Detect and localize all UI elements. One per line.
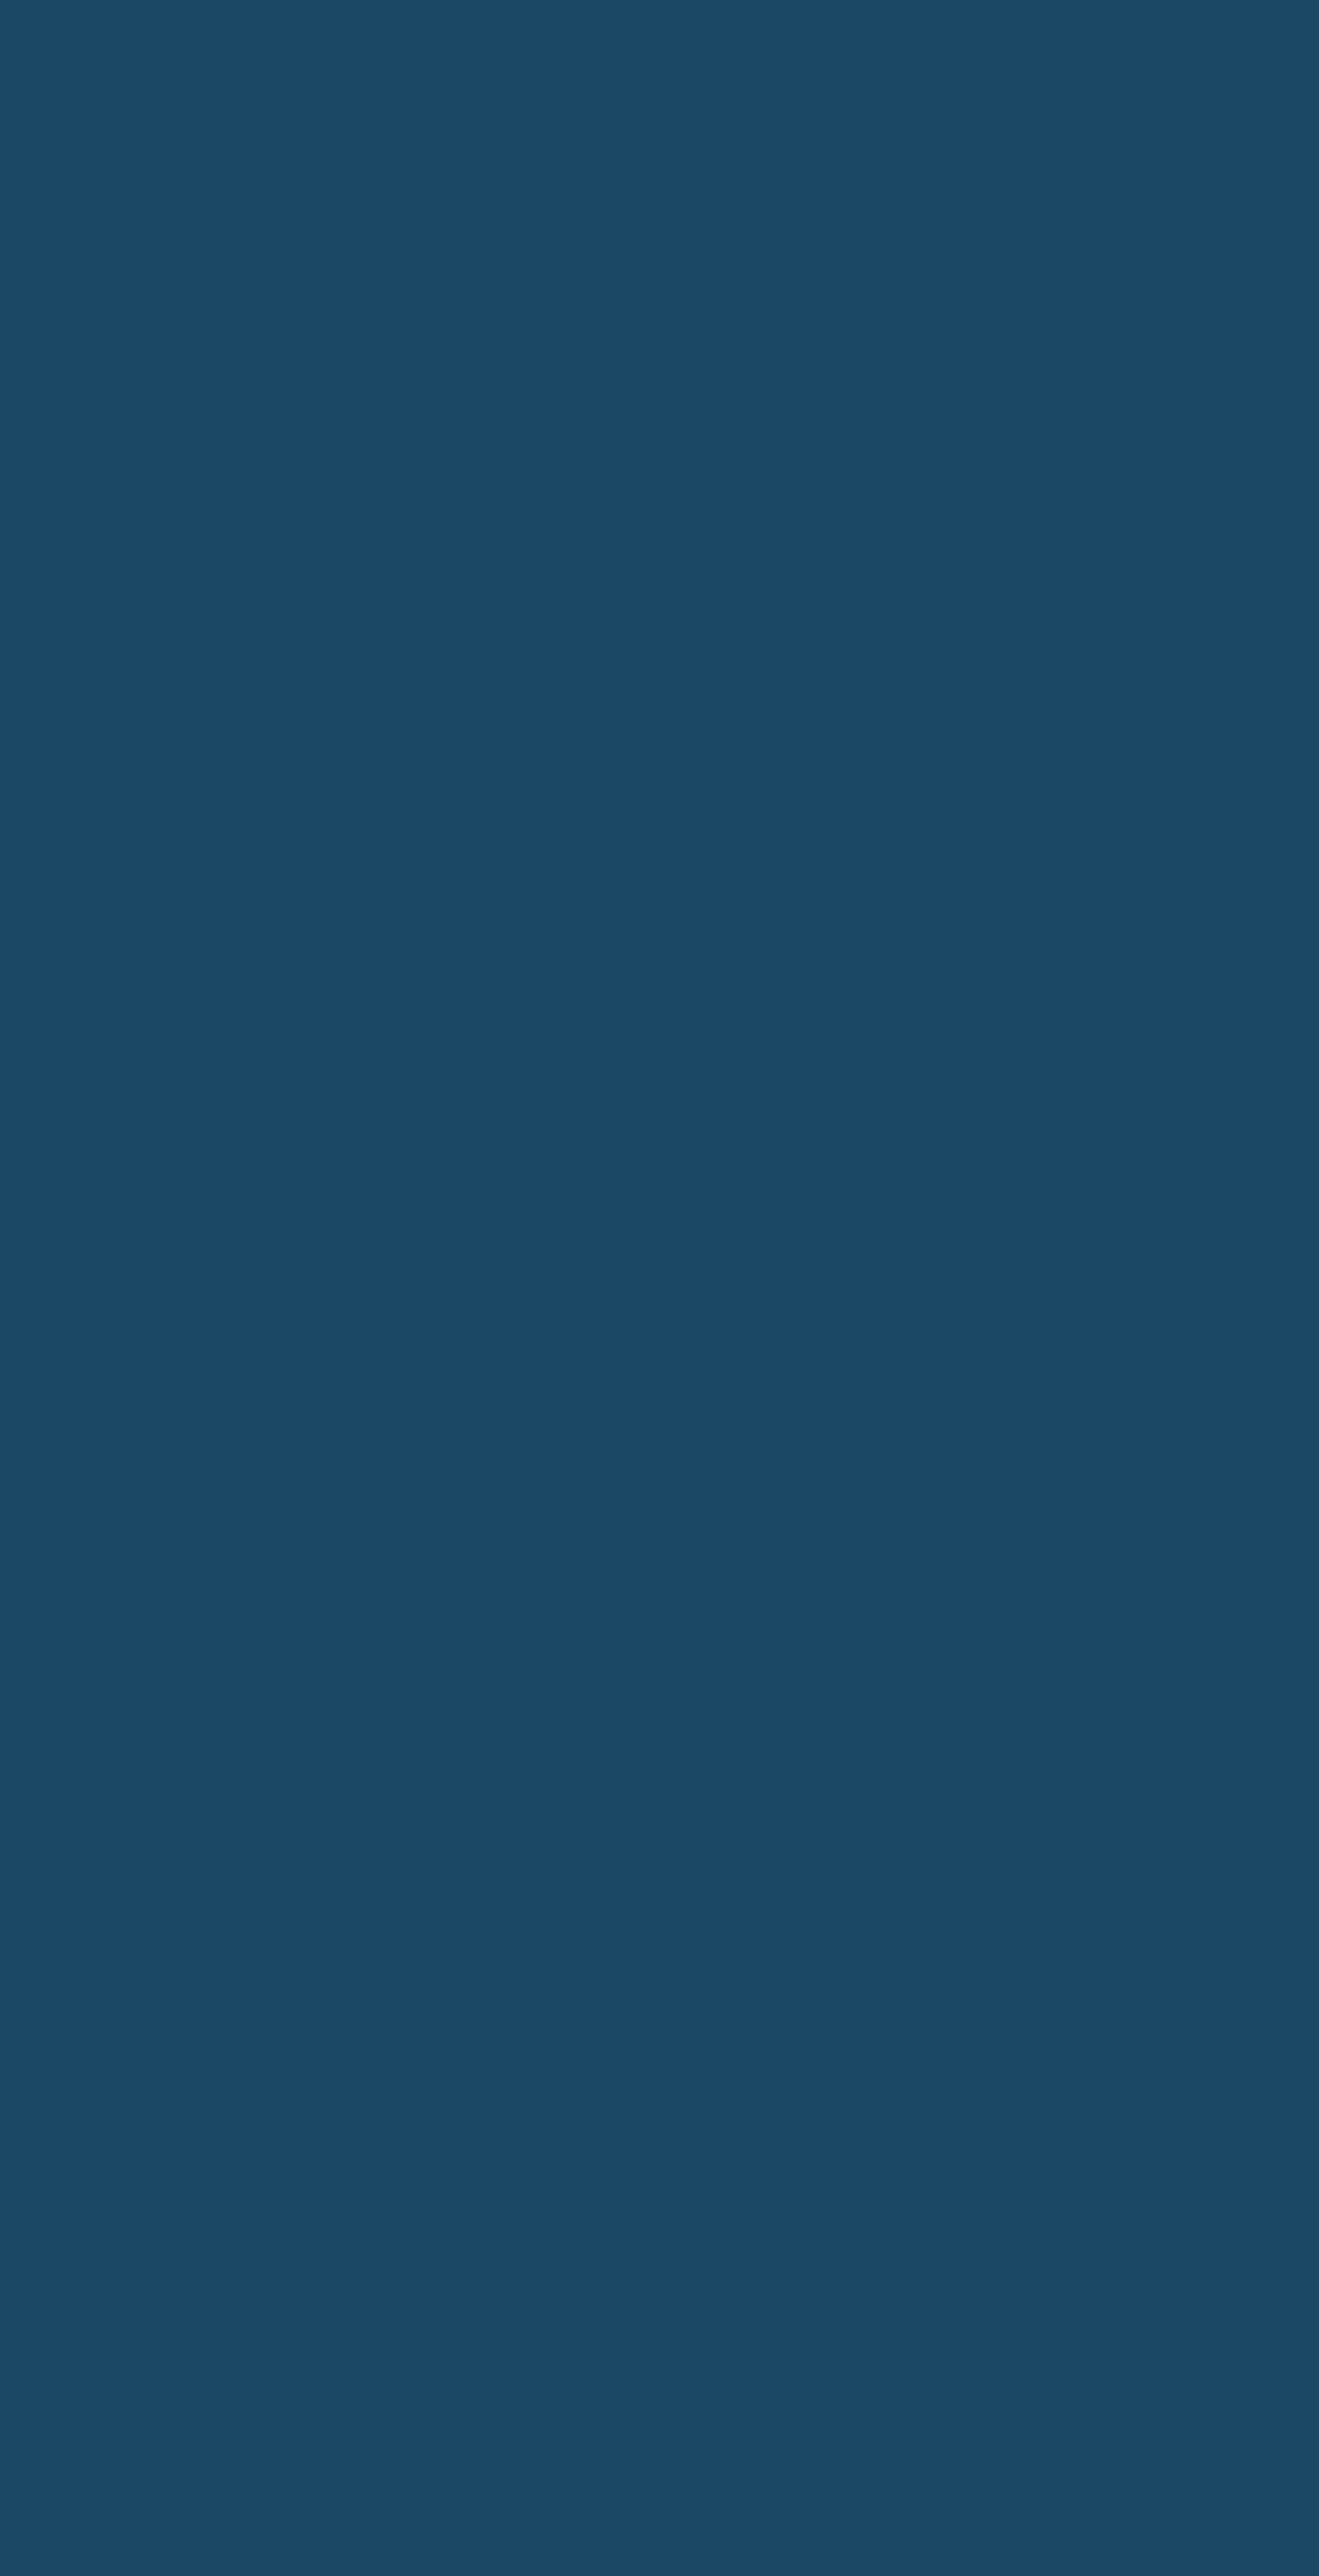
mindmap-canvas bbox=[0, 0, 1319, 2576]
